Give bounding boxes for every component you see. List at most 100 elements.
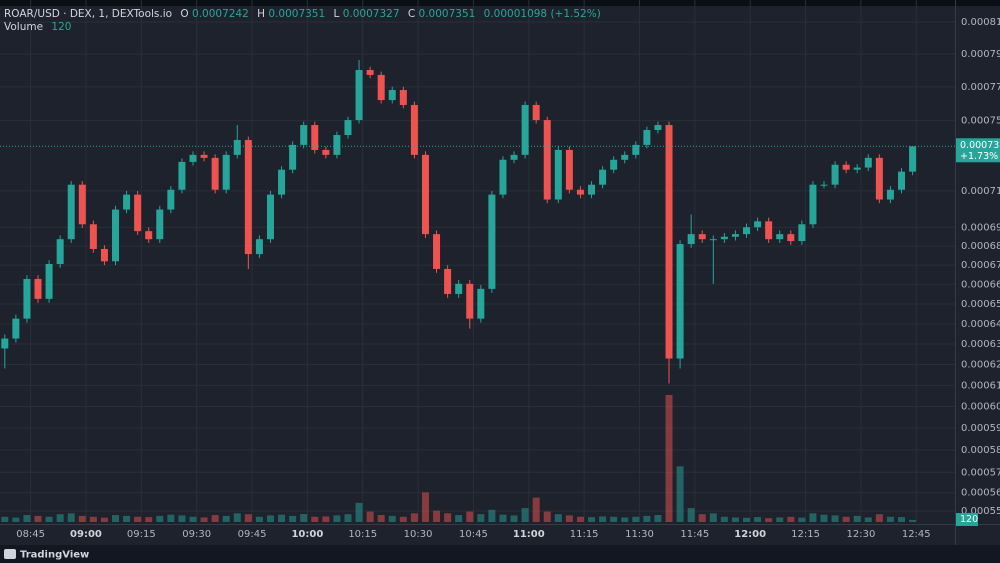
volume-bar bbox=[211, 515, 219, 522]
close-label: C bbox=[408, 8, 415, 20]
x-tick-label: 09:15 bbox=[127, 529, 156, 540]
candle-body bbox=[787, 234, 795, 242]
volume-bar bbox=[388, 515, 396, 522]
candle-body bbox=[897, 171, 905, 190]
candle-body bbox=[333, 135, 341, 155]
candle-body bbox=[809, 184, 817, 225]
volume-bar bbox=[366, 511, 374, 522]
candle-body bbox=[289, 144, 297, 170]
volume-bar bbox=[167, 514, 175, 522]
volume-bar bbox=[200, 517, 208, 522]
candle-body bbox=[421, 154, 429, 235]
volume-badge-label: 120 bbox=[960, 514, 978, 525]
change-value: 0.00001098 (+1.52%) bbox=[484, 8, 601, 20]
candle-body bbox=[34, 278, 42, 299]
volume-last: 120 bbox=[51, 21, 71, 33]
y-tick-label: 0.0007900 bbox=[961, 49, 1000, 60]
change-label: +1.73% bbox=[960, 151, 998, 162]
volume-bar bbox=[300, 513, 308, 522]
volume-bar bbox=[820, 514, 828, 522]
y-tick-label: 0.0005800 bbox=[961, 445, 1000, 456]
candle-body bbox=[754, 221, 762, 228]
last-price-label: 0.0007351 bbox=[960, 140, 1000, 151]
volume-bar bbox=[1, 516, 9, 522]
candle-body bbox=[56, 239, 64, 264]
volume-bar bbox=[222, 515, 230, 522]
volume-bar bbox=[145, 517, 153, 522]
volume-bar bbox=[621, 517, 629, 522]
volume-bar bbox=[798, 517, 806, 522]
volume-bar bbox=[676, 466, 684, 522]
x-tick-label: 09:00 bbox=[70, 529, 102, 540]
candle-body bbox=[743, 227, 751, 235]
candle-body bbox=[798, 224, 806, 242]
candle-body bbox=[521, 104, 529, 155]
y-tick-label: 0.0007700 bbox=[961, 82, 1000, 93]
candle-body bbox=[67, 184, 75, 240]
volume-bar bbox=[610, 516, 618, 522]
volume-bar bbox=[897, 517, 905, 522]
volume-bar bbox=[377, 515, 385, 522]
volume-bar bbox=[599, 516, 607, 522]
volume-bar bbox=[123, 515, 131, 522]
volume-bar bbox=[554, 514, 562, 522]
volume-bar bbox=[189, 516, 197, 522]
symbol: ROAR/USD · DEX, 1, DEXTools.io bbox=[4, 8, 172, 20]
candle-body bbox=[820, 184, 828, 186]
candle-body bbox=[112, 209, 120, 262]
candle-body bbox=[499, 159, 507, 195]
volume-bar bbox=[909, 519, 917, 522]
candle-body bbox=[377, 74, 385, 101]
candle-body bbox=[311, 125, 319, 150]
candle-body bbox=[676, 244, 684, 359]
candle-body bbox=[466, 283, 474, 319]
volume-bar bbox=[433, 510, 441, 522]
volume-bar bbox=[410, 513, 418, 522]
x-tick-label: 12:30 bbox=[846, 529, 875, 540]
y-tick-label: 0.0006700 bbox=[961, 260, 1000, 271]
high-label: H bbox=[257, 8, 265, 20]
x-tick-label: 11:30 bbox=[625, 529, 654, 540]
y-tick-label: 0.0006900 bbox=[961, 222, 1000, 233]
candle-body bbox=[731, 234, 739, 237]
candle-body bbox=[687, 234, 695, 245]
candle-body bbox=[554, 149, 562, 200]
low-label: L bbox=[334, 8, 340, 20]
volume-bar bbox=[233, 513, 241, 522]
volume-bar bbox=[156, 515, 164, 522]
high-value: 0.0007351 bbox=[268, 8, 325, 20]
overlay: 0.0008100 0.0007900 0.0007700 0.0007500 0.00… bbox=[0, 17, 1000, 540]
bottom-bar bbox=[0, 545, 1000, 563]
candle-body bbox=[643, 130, 651, 145]
candle-body bbox=[632, 144, 640, 155]
volume-legend: Volume 120 bbox=[4, 21, 71, 33]
y-tick-label: 0.0006600 bbox=[961, 279, 1000, 290]
volume-bar bbox=[333, 515, 341, 522]
y-tick-label: 0.0007500 bbox=[961, 116, 1000, 127]
volume-layer bbox=[1, 394, 917, 522]
candle-body bbox=[765, 221, 773, 240]
x-tick-label: 09:45 bbox=[238, 529, 267, 540]
candle-body bbox=[455, 283, 463, 294]
volume-name: Volume bbox=[4, 21, 43, 33]
y-tick-label: 0.0006800 bbox=[961, 241, 1000, 252]
candle-body bbox=[864, 157, 872, 168]
volume-bar bbox=[278, 514, 286, 522]
candle-body bbox=[576, 189, 584, 195]
candle-body bbox=[665, 125, 673, 359]
candle-body bbox=[123, 194, 131, 210]
candle-layer bbox=[1, 60, 917, 384]
y-tick-label: 0.0006500 bbox=[961, 299, 1000, 310]
y-tick-label: 0.0005610 bbox=[961, 488, 1000, 499]
y-tick-label: 0.0006300 bbox=[961, 339, 1000, 350]
volume-bar bbox=[45, 516, 53, 522]
volume-bar bbox=[67, 513, 75, 522]
candle-body bbox=[322, 149, 330, 155]
volume-bar bbox=[709, 513, 717, 522]
open-label: O bbox=[180, 8, 188, 20]
candle-body bbox=[599, 169, 607, 185]
volume-bar bbox=[698, 514, 706, 522]
volume-bar bbox=[687, 508, 695, 522]
branding: TradingView bbox=[4, 549, 89, 561]
